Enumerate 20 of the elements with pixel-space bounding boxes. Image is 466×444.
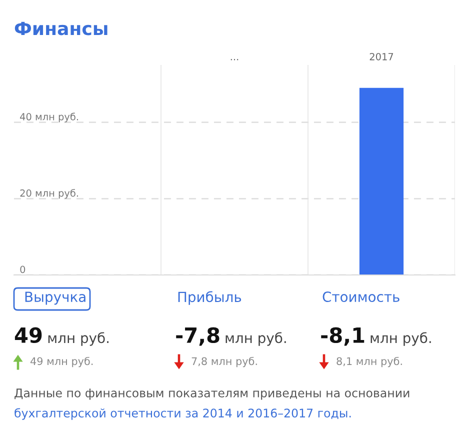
text: 49	[14, 327, 42, 344]
text: Выручка	[25, 292, 86, 305]
text: 49 млн руб.	[30, 356, 93, 368]
text: млн руб.	[226, 332, 286, 346]
text: бухгалтерской отчетности за 2014 и 2016–2017 годы.	[14, 408, 351, 420]
y-tick-label: 40 млн руб.	[20, 112, 78, 122]
x-tick-label: ...	[230, 58, 238, 60]
text: Прибыль	[178, 291, 242, 305]
text: 7,8 млн руб.	[192, 356, 257, 368]
text: 8,1 млн руб.	[336, 356, 402, 368]
text: -7,8	[176, 327, 220, 346]
text: Данные по финансовым показателям приведены на основании	[14, 388, 410, 400]
y-tick-label: 0	[20, 266, 26, 274]
text: -8,1	[321, 327, 364, 346]
text: млн руб.	[370, 332, 431, 346]
text: Стоимость	[322, 292, 400, 302]
text: млн руб.	[48, 332, 108, 346]
chart-title: Финансы	[14, 22, 108, 36]
y-tick-label: 20 млн руб.	[20, 189, 78, 199]
x-tick-label: 2017	[370, 52, 394, 60]
